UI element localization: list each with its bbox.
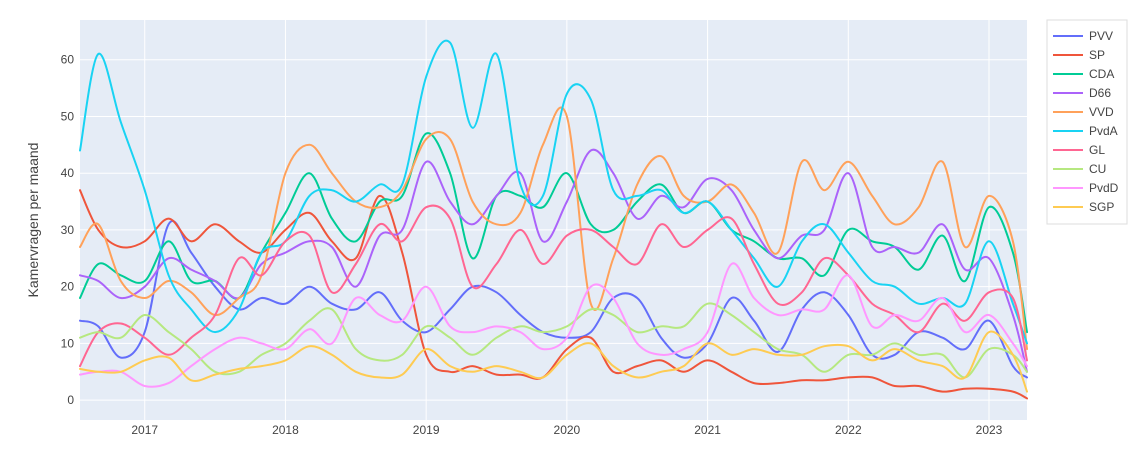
series-lines xyxy=(79,39,1028,400)
legend-item-gl[interactable]: GL xyxy=(1053,143,1105,157)
legend-item-sp[interactable]: SP xyxy=(1053,48,1105,62)
x-tick-label: 2020 xyxy=(554,423,581,437)
legend-label: VVD xyxy=(1089,105,1114,119)
legend-label: SGP xyxy=(1089,200,1114,214)
legend-item-cu[interactable]: CU xyxy=(1053,162,1106,176)
series-line-pvdd[interactable] xyxy=(79,262,1028,388)
y-axis-title: Kamervragen per maand xyxy=(25,143,41,298)
y-tick-label: 0 xyxy=(67,393,74,407)
legend-label: CU xyxy=(1089,162,1106,176)
legend-item-pvv[interactable]: PVV xyxy=(1053,29,1113,43)
series-line-cu[interactable] xyxy=(79,302,1028,379)
y-tick-label: 10 xyxy=(61,336,75,350)
legend-item-sgp[interactable]: SGP xyxy=(1053,200,1114,214)
series-line-sgp[interactable] xyxy=(79,330,1028,393)
x-tick-label: 2023 xyxy=(976,423,1003,437)
legend-label: CDA xyxy=(1089,67,1114,81)
legend-label: PVV xyxy=(1089,29,1113,43)
y-tick-label: 60 xyxy=(61,53,75,67)
series-line-pvda[interactable] xyxy=(79,39,1028,345)
legend-label: PvdD xyxy=(1089,181,1119,195)
x-tick-label: 2019 xyxy=(413,423,440,437)
legend-item-vvd[interactable]: VVD xyxy=(1053,105,1114,119)
legend-item-cda[interactable]: CDA xyxy=(1053,67,1114,81)
legend-label: SP xyxy=(1089,48,1105,62)
legend-item-pvda[interactable]: PvdA xyxy=(1053,124,1118,138)
x-tick-label: 2018 xyxy=(272,423,299,437)
x-tick-label: 2017 xyxy=(131,423,158,437)
y-tick-label: 50 xyxy=(61,109,75,123)
y-tick-label: 20 xyxy=(61,280,75,294)
y-tick-label: 30 xyxy=(61,223,75,237)
series-line-vvd[interactable] xyxy=(79,106,1028,351)
x-tick-label: 2021 xyxy=(694,423,721,437)
axes: 0 10 20 30 40 50 60 2017 2018 2019 2020 2021 2022 202… xyxy=(61,53,1003,437)
plot-background xyxy=(80,20,1027,420)
y-tick-label: 40 xyxy=(61,166,75,180)
legend-item-d66[interactable]: D66 xyxy=(1053,86,1111,100)
legend-label: PvdA xyxy=(1089,124,1118,138)
legend[interactable]: PVV SP CDA D66 VVD PvdA GL CU PvdD SGP xyxy=(1046,19,1128,225)
x-tick-label: 2022 xyxy=(835,423,862,437)
legend-item-pvdd[interactable]: PvdD xyxy=(1053,181,1119,195)
legend-label: GL xyxy=(1089,143,1105,157)
series-line-gl[interactable] xyxy=(79,204,1028,368)
legend-label: D66 xyxy=(1089,86,1111,100)
